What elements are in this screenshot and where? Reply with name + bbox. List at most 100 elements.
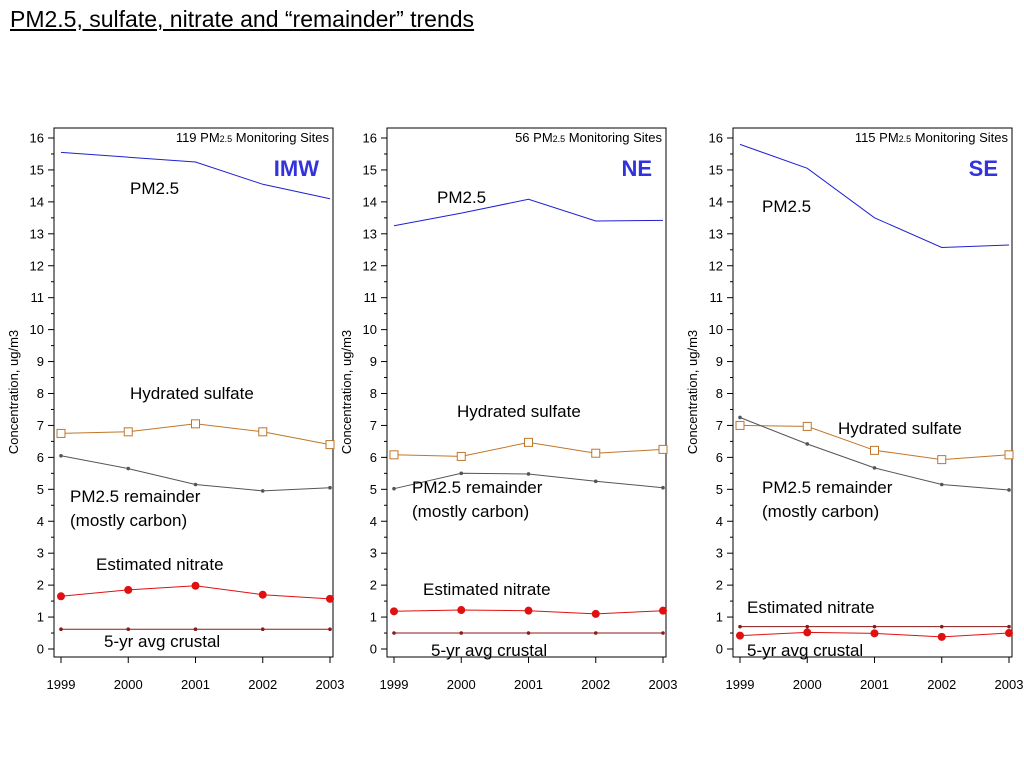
y-axis-title: Concentration, ug/m3 [6, 330, 21, 454]
plot-frame [386, 127, 667, 658]
y-tick-label: 7 [716, 418, 723, 433]
data-point-crustal [392, 631, 396, 635]
y-tick-label: 3 [370, 546, 377, 561]
y-tick-label: 13 [363, 226, 377, 241]
sites-label: 115 PM2.5 Monitoring Sites [855, 130, 1009, 145]
sites-label-sub: 2.5 [899, 134, 912, 144]
x-tick-label: 1999 [380, 677, 409, 692]
y-tick-label: 13 [709, 226, 723, 241]
data-point-crustal [126, 627, 131, 631]
y-tick-label: 1 [37, 610, 44, 625]
series-line-pm25 [393, 198, 664, 227]
y-tick-label: 15 [30, 162, 44, 177]
data-point-nitrate [524, 606, 533, 615]
data-point-crustal [872, 624, 877, 629]
data-point-nitrate [870, 629, 879, 638]
y-tick-label: 4 [716, 514, 723, 529]
y-tick-label: 5 [716, 482, 723, 497]
x-tick-label: 2000 [793, 677, 822, 692]
y-tick-label: 7 [370, 418, 377, 433]
y-tick-label: 3 [716, 546, 723, 561]
sites-label-prefix: 115 PM [855, 130, 899, 145]
series-label-remainder-line2: (mostly carbon) [762, 502, 879, 521]
data-point-remainder [1007, 488, 1011, 492]
y-tick-label: 3 [37, 546, 44, 561]
data-point-sulfate [123, 427, 133, 437]
y-tick-label: 5 [370, 482, 377, 497]
data-point-sulfate [1004, 450, 1014, 460]
data-point-crustal [805, 624, 810, 629]
y-tick-label: 6 [370, 450, 377, 465]
y-tick-label: 4 [37, 514, 44, 529]
data-point-remainder [392, 486, 396, 491]
data-point-crustal [193, 627, 198, 631]
y-tick-label: 7 [37, 418, 44, 433]
data-point-crustal [328, 627, 332, 631]
data-point-sulfate [870, 445, 879, 455]
data-point-remainder [59, 453, 63, 458]
region-label: NE [621, 156, 652, 181]
plot-frame [53, 127, 334, 658]
series-label-remainder-line2: (mostly carbon) [412, 502, 529, 521]
data-point-remainder [126, 466, 131, 471]
data-point-nitrate [326, 594, 334, 603]
x-tick-label: 2000 [114, 677, 143, 692]
data-point-sulfate [802, 421, 812, 431]
data-point-nitrate [191, 581, 200, 590]
data-point-nitrate [57, 592, 65, 601]
y-tick-label: 16 [709, 131, 723, 146]
data-point-nitrate [659, 606, 667, 615]
y-tick-label: 6 [37, 450, 44, 465]
y-tick-label: 11 [364, 290, 378, 305]
y-tick-label: 10 [363, 322, 377, 337]
sites-label: 56 PM2.5 Monitoring Sites [515, 130, 662, 145]
y-tick-label: 2 [370, 578, 377, 593]
data-point-remainder [805, 442, 810, 446]
data-point-nitrate [1005, 629, 1013, 638]
sites-label: 119 PM2.5 Monitoring Sites [176, 130, 330, 145]
data-point-nitrate [736, 631, 744, 640]
series-label-nitrate: Estimated nitrate [423, 580, 551, 599]
y-tick-label: 9 [716, 354, 723, 369]
x-tick-label: 2001 [181, 677, 210, 692]
y-tick-label: 11 [710, 290, 724, 305]
x-tick-label: 2001 [514, 677, 543, 692]
y-tick-label: 9 [370, 354, 377, 369]
data-point-crustal [1007, 624, 1011, 629]
y-tick-label: 14 [709, 194, 723, 209]
x-tick-label: 2002 [581, 677, 610, 692]
region-label: SE [969, 156, 998, 181]
data-point-sulfate [937, 455, 947, 465]
data-point-sulfate [191, 419, 200, 429]
y-tick-label: 16 [363, 131, 377, 146]
x-tick-label: 2003 [316, 677, 345, 692]
y-tick-label: 9 [37, 354, 44, 369]
y-tick-label: 15 [363, 162, 377, 177]
y-tick-label: 5 [37, 482, 44, 497]
y-tick-label: 12 [709, 258, 723, 273]
series-label-sulfate: Hydrated sulfate [838, 419, 962, 438]
y-tick-label: 12 [30, 258, 44, 273]
y-tick-label: 6 [716, 450, 723, 465]
x-tick-label: 2000 [447, 677, 476, 692]
series-label-remainder: PM2.5 remainder [762, 478, 893, 497]
x-tick-label: 2003 [995, 677, 1024, 692]
y-tick-label: 8 [370, 386, 377, 401]
y-tick-label: 2 [716, 578, 723, 593]
x-tick-label: 2002 [927, 677, 956, 692]
y-tick-label: 2 [37, 578, 44, 593]
series-label-remainder-line2: (mostly carbon) [70, 511, 187, 530]
y-tick-label: 11 [31, 290, 45, 305]
data-point-crustal [738, 624, 742, 629]
y-tick-label: 1 [716, 610, 723, 625]
y-tick-label: 12 [363, 258, 377, 273]
y-tick-label: 0 [37, 642, 44, 657]
y-tick-label: 0 [716, 642, 723, 657]
data-point-remainder [459, 471, 464, 476]
y-tick-label: 15 [709, 162, 723, 177]
y-tick-label: 14 [30, 194, 44, 209]
data-point-sulfate [389, 450, 399, 460]
